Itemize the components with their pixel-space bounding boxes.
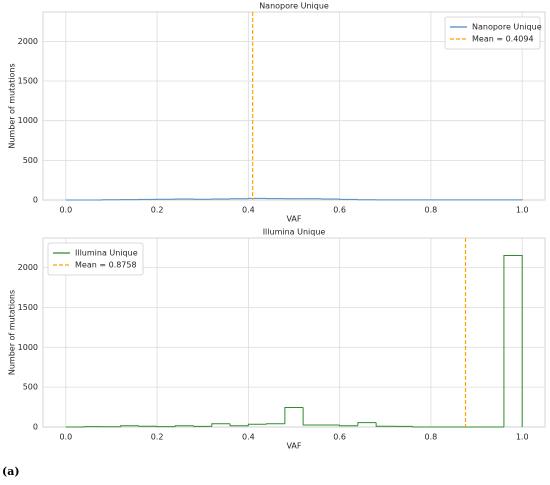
- x-tick-label: 0.4: [242, 206, 255, 215]
- histogram-step: [357, 422, 377, 426]
- caption: (a): [2, 465, 20, 478]
- histogram-step: [339, 425, 358, 427]
- y-tick-label: 1500: [18, 77, 38, 86]
- histogram-step: [193, 425, 212, 427]
- y-tick-label: 500: [23, 156, 38, 165]
- histogram-step: [211, 423, 231, 427]
- legend-label: Illumina Unique: [75, 249, 138, 258]
- histogram-step: [174, 425, 194, 427]
- x-tick-label: 0.4: [242, 433, 255, 442]
- x-axis-label: VAF: [286, 442, 301, 451]
- y-tick-label: 1000: [18, 343, 38, 352]
- x-axis-label: VAF: [286, 215, 301, 224]
- y-tick-label: 1000: [18, 116, 38, 125]
- y-tick-label: 0: [33, 423, 38, 432]
- y-tick-label: 2000: [18, 37, 38, 46]
- histogram-step: [503, 255, 523, 427]
- y-tick-label: 2000: [18, 263, 38, 272]
- y-axis-label: Number of mutations: [8, 290, 17, 375]
- legend-label: Mean = 0.4094: [472, 35, 534, 44]
- x-tick-label: 0.6: [333, 433, 346, 442]
- histogram-step: [412, 426, 431, 428]
- legend-box: [47, 242, 144, 276]
- y-axis-label: Number of mutations: [8, 63, 17, 148]
- x-tick-label: 0.6: [333, 206, 346, 215]
- legend-label: Mean = 0.8758: [75, 261, 137, 270]
- x-tick-label: 0.8: [425, 433, 438, 442]
- x-tick-label: 0.0: [59, 433, 72, 442]
- plot-frame: [42, 237, 546, 428]
- x-tick-label: 0.2: [151, 433, 164, 442]
- chart-title: Illumina Unique: [263, 228, 326, 237]
- histogram-step: [247, 423, 267, 426]
- chart-title: Nanopore Unique: [259, 2, 329, 11]
- histogram-step: [375, 422, 395, 427]
- x-tick-label: 0.0: [59, 206, 72, 215]
- legend-label: Nanopore Unique: [472, 23, 542, 32]
- y-tick-label: 1500: [18, 303, 38, 312]
- x-tick-label: 0.2: [151, 206, 164, 215]
- histogram-step: [120, 425, 139, 427]
- y-tick-label: 500: [23, 383, 38, 392]
- x-tick-label: 0.8: [425, 206, 438, 215]
- y-tick-label: 0: [33, 196, 38, 205]
- plot-frame: [42, 11, 546, 201]
- histogram-step: [302, 407, 322, 426]
- x-tick-label: 1.0: [516, 433, 529, 442]
- legend-box: [444, 16, 541, 50]
- x-tick-label: 1.0: [516, 206, 529, 215]
- histogram-step: [284, 406, 304, 424]
- histogram-step: [229, 423, 249, 427]
